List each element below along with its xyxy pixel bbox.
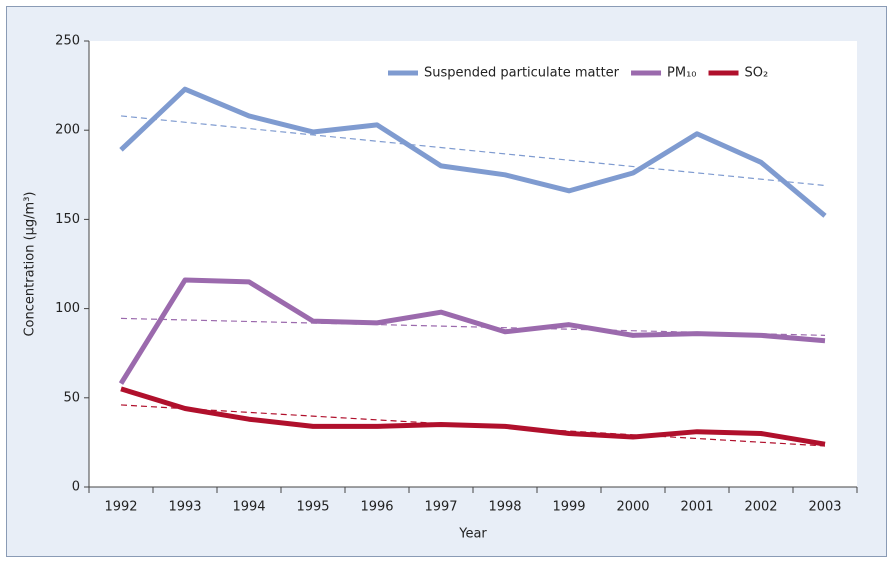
y-tick-label: 150 [55, 212, 80, 227]
x-tick-label: 2001 [680, 500, 713, 515]
data-line [118, 277, 826, 385]
data-line [120, 386, 826, 447]
x-tick-label: 1996 [360, 500, 393, 515]
x-axis-title: Year [458, 527, 487, 542]
trend-line [120, 115, 826, 187]
x-tick-label: 1997 [424, 500, 457, 515]
x-tick-label: 1994 [232, 500, 265, 515]
x-tick-label: 2000 [616, 500, 649, 515]
plot-area [89, 41, 857, 487]
legend-label: PM₁₀ [667, 66, 696, 81]
x-tick-label: 2002 [744, 500, 777, 515]
y-tick-label: 0 [72, 480, 80, 495]
y-tick-label: 200 [55, 123, 80, 138]
trend-line [120, 317, 826, 336]
x-tick-label: 1993 [168, 500, 201, 515]
y-axis-title: Concentration (µg/m³) [23, 191, 38, 336]
x-tick-label: 2003 [808, 500, 841, 515]
y-tick-label: 100 [55, 301, 80, 316]
x-tick-label: 1998 [488, 500, 521, 515]
data-line [119, 86, 827, 218]
legend-label: SO₂ [745, 66, 769, 81]
y-tick-label: 250 [55, 34, 80, 49]
x-tick-label: 1999 [552, 500, 585, 515]
y-tick-label: 50 [63, 390, 80, 405]
x-tick-label: 1995 [296, 500, 329, 515]
x-tick-label: 1992 [104, 500, 137, 515]
legend-label: Suspended particulate matter [424, 66, 620, 81]
